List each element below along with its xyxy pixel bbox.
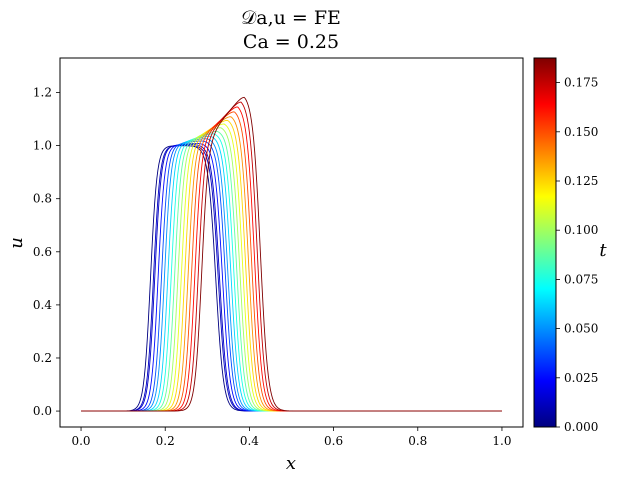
colorbar-tick-label: 0.125 [564, 174, 598, 188]
colorbar: 0.000 0.025 0.050 0.075 0.100 0.125 0.150 0.175… [533, 57, 607, 434]
y-axis-label: u [6, 237, 27, 249]
plot-frame [59, 57, 524, 428]
colorbar-tick-label: 0.150 [564, 125, 598, 139]
x-tick-label: 0.0 [71, 434, 90, 448]
series-line [81, 138, 502, 412]
chart-title-line-2: Ca = 0.25 [243, 31, 339, 53]
series-line [81, 101, 502, 412]
series-line [81, 143, 502, 412]
colorbar-tick-label: 0.100 [564, 223, 598, 237]
colorbar-gradient [533, 57, 557, 428]
y-tick-label: 1.0 [33, 139, 52, 153]
x-tick-label: 0.2 [156, 434, 175, 448]
series-line [81, 135, 502, 412]
x-axis-label: x [286, 453, 296, 474]
x-axis-ticks: 0.0 0.2 0.4 0.6 0.8 1.0 [71, 427, 512, 448]
y-tick-label: 0.4 [33, 298, 52, 312]
curve-group [81, 96, 502, 412]
y-tick-label: 0.0 [33, 404, 52, 418]
series-line [81, 145, 502, 412]
y-tick-label: 0.2 [33, 351, 52, 365]
y-axis-ticks: 0.0 0.2 0.4 0.6 0.8 1.0 1.2 [33, 86, 60, 418]
series-line [81, 116, 502, 412]
series-line [81, 123, 502, 412]
colorbar-tick-label: 0.075 [564, 272, 598, 286]
series-line [81, 127, 502, 412]
series-line [81, 119, 502, 412]
colorbar-label: t [599, 240, 607, 261]
y-tick-label: 0.8 [33, 192, 52, 206]
y-tick-label: 0.6 [33, 245, 52, 259]
series-line [81, 106, 502, 412]
chart-title-line-1: 𝒟a,u = FE [241, 7, 341, 29]
series-line [81, 133, 502, 412]
series-line [81, 130, 502, 412]
colorbar-tick-label: 0.050 [564, 322, 598, 336]
colorbar-tick-label: 0.000 [564, 420, 598, 434]
series-line [81, 140, 502, 412]
series-line [81, 144, 502, 412]
plot-area: 0.0 0.2 0.4 0.6 0.8 1.0 0.0 0.2 0.4 0.6 0.8 1.0 1.2 [33, 57, 524, 448]
series-line [81, 96, 502, 412]
colorbar-tick-label: 0.175 [564, 76, 598, 90]
colorbar-ticks: 0.000 0.025 0.050 0.075 0.100 0.125 0.150 0.175 [556, 76, 598, 434]
x-tick-label: 1.0 [492, 434, 511, 448]
x-tick-label: 0.4 [240, 434, 259, 448]
series-line [81, 111, 502, 412]
series-line [81, 145, 502, 412]
colorbar-tick-label: 0.025 [564, 371, 598, 385]
x-tick-label: 0.6 [324, 434, 343, 448]
x-tick-label: 0.8 [408, 434, 427, 448]
y-tick-label: 1.2 [33, 86, 52, 100]
